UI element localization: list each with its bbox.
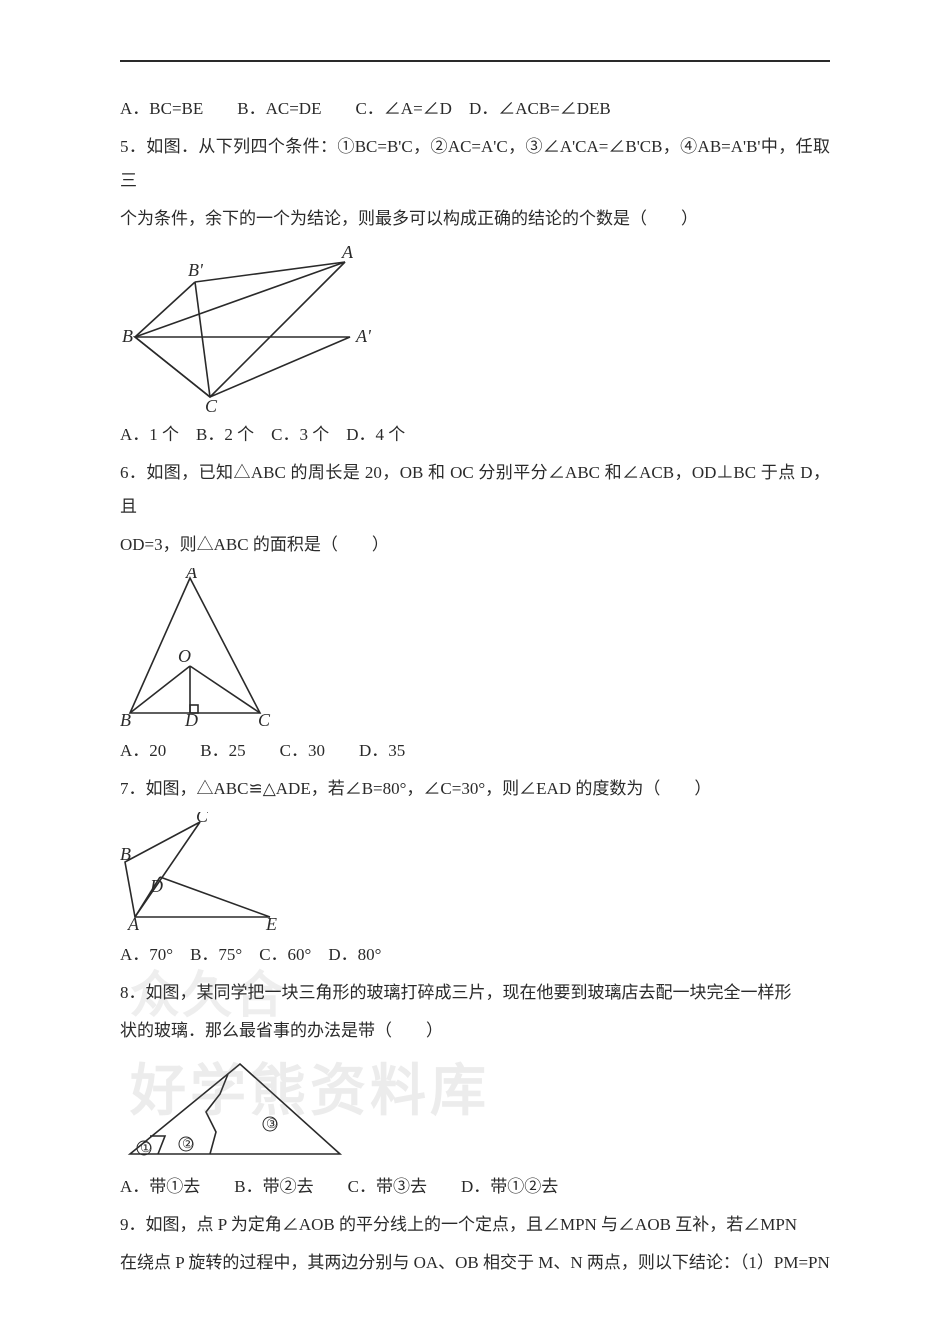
fig7-label-D: D <box>149 876 163 896</box>
q6-stem-line2: OD=3，则△ABC 的面积是（ ） <box>120 528 830 562</box>
page: A．BC=BE B．AC=DE C．∠A=∠D D．∠ACB=∠DEB 5．如图… <box>0 0 950 1344</box>
q5-stem-line1: 5．如图．从下列四个条件：①BC=B'C，②AC=A'C，③∠A'CA=∠B'C… <box>120 130 830 198</box>
fig7-label-B: B <box>120 844 131 864</box>
q9-stem-line1: 9．如图，点 P 为定角∠AOB 的平分线上的一个定点，且∠MPN 与∠AOB … <box>120 1208 830 1242</box>
fig5-label-Bp: B' <box>188 260 204 280</box>
fig8-label-2: ② <box>182 1136 194 1151</box>
q8-stem-line2: 状的玻璃．那么最省事的办法是带（ ） <box>120 1014 830 1048</box>
q7-options: A．70° B．75° C．60° D．80° <box>120 938 830 972</box>
fig8-label-3: ③ <box>266 1116 278 1131</box>
fig5-label-Ap: A' <box>355 326 372 346</box>
q5-figure: A A' B B' C <box>120 242 830 412</box>
fig5-label-B: B <box>122 326 133 346</box>
fig6-label-D: D <box>184 710 198 728</box>
q8-options: A．带①去 B．带②去 C．带③去 D．带①②去 <box>120 1170 830 1204</box>
fig6-label-A: A <box>185 568 198 582</box>
q8-figure: ① ② ③ <box>120 1054 830 1164</box>
fig7-label-A: A <box>127 914 140 932</box>
q7-figure: A B C D E <box>120 812 830 932</box>
fig6-label-C: C <box>258 710 271 728</box>
q6-figure: A B C D O <box>120 568 830 728</box>
fig7-label-E: E <box>265 914 277 932</box>
fig7-label-C: C <box>196 812 209 826</box>
q6-stem-line1: 6．如图，已知△ABC 的周长是 20，OB 和 OC 分别平分∠ABC 和∠A… <box>120 456 830 524</box>
fig6-label-B: B <box>120 710 131 728</box>
q4-options: A．BC=BE B．AC=DE C．∠A=∠D D．∠ACB=∠DEB <box>120 92 830 126</box>
q8-stem-line1: 8．如图，某同学把一块三角形的玻璃打碎成三片，现在他要到玻璃店去配一块完全一样形 <box>120 976 830 1010</box>
top-rule <box>120 60 830 62</box>
q5-stem-line2: 个为条件，余下的一个为结论，则最多可以构成正确的结论的个数是（ ） <box>120 202 830 236</box>
fig5-label-A: A <box>341 242 354 262</box>
q7-stem: 7．如图，△ABC≌△ADE，若∠B=80°，∠C=30°，则∠EAD 的度数为… <box>120 772 830 806</box>
q9-stem-line2: 在绕点 P 旋转的过程中，其两边分别与 OA、OB 相交于 M、N 两点，则以下… <box>120 1246 830 1280</box>
fig8-label-1: ① <box>140 1140 152 1155</box>
fig5-label-C: C <box>205 396 218 412</box>
q6-options: A．20 B．25 C．30 D．35 <box>120 734 830 768</box>
fig6-label-O: O <box>178 646 191 666</box>
q5-options: A．1 个 B．2 个 C．3 个 D．4 个 <box>120 418 830 452</box>
